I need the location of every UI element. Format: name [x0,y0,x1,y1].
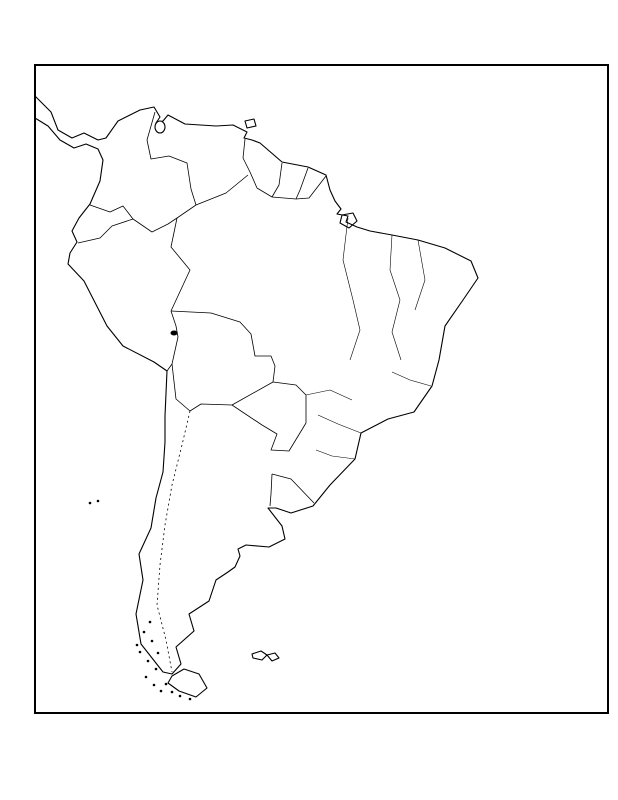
lake-maracaibo [154,120,166,134]
country-borders [77,111,432,673]
south-america-coastline [34,95,479,675]
falkland-islands [251,650,280,662]
tierra-del-fuego-coastline [167,668,208,698]
map-frame [34,64,609,714]
chilean-fjord-islands [88,499,192,701]
marajo-island [339,212,358,229]
trinidad-island [244,118,257,129]
coastline [34,95,479,698]
lake-titicaca [170,330,178,336]
